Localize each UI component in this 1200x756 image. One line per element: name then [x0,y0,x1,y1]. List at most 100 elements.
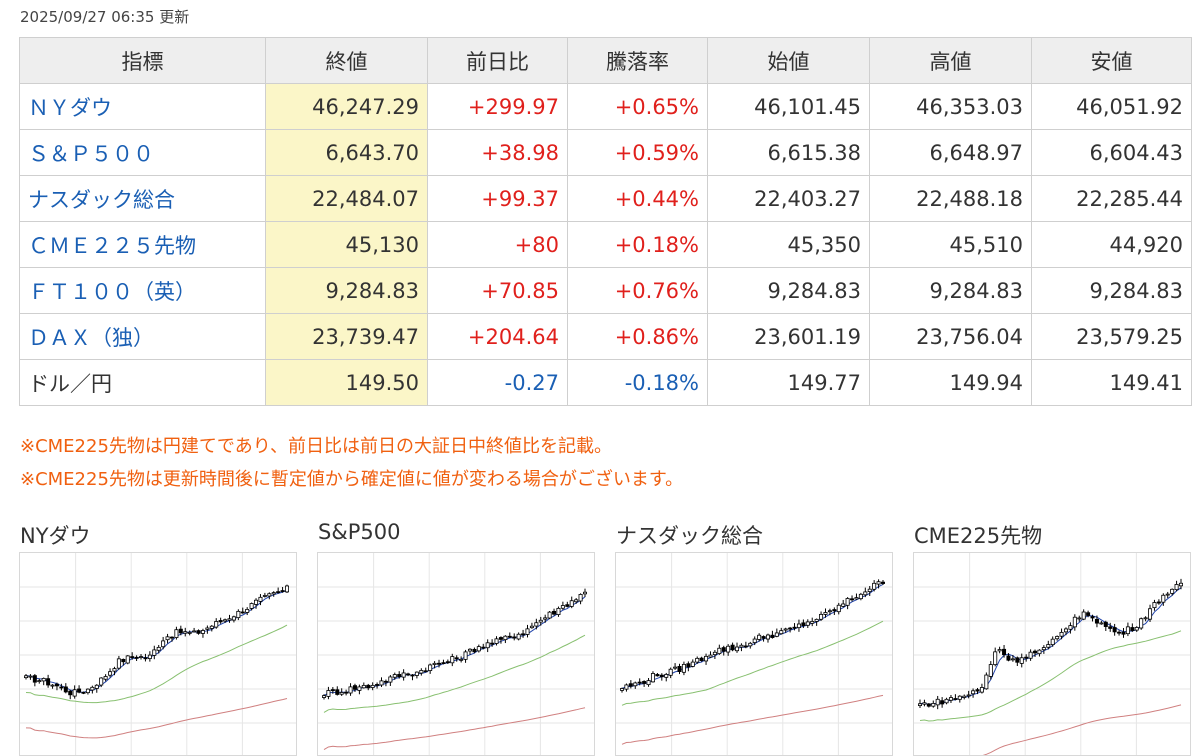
candle-body [1143,617,1148,620]
candle-body [814,618,819,622]
candle-body [845,598,850,606]
index-name-nasdaq[interactable]: ナスダック総合 [19,175,266,222]
candle-body [1024,656,1029,659]
market-index-table: 指標 終値 前日比 騰落率 始値 高値 安値 ＮＹダウ 46,247.29 +299… [19,37,1192,406]
candlestick-chart-nasdaq[interactable] [616,553,893,756]
chart-sp500[interactable] [317,552,595,756]
candle-body [32,675,37,683]
candlestick-chart-sp500[interactable] [318,553,595,756]
candle-body [432,662,437,665]
candle-body [108,671,113,676]
candle-body [650,673,655,683]
candle-body [147,654,152,659]
candle-body [134,656,139,659]
candle-body [392,674,397,678]
candle-body [205,627,210,630]
candle-body [543,617,548,620]
candle-body [953,698,958,700]
candle-body [556,607,561,615]
candle-body [1019,657,1024,664]
candle-body [463,651,468,660]
candle-body [77,688,82,693]
candle-body [379,680,384,686]
index-name-dax[interactable]: ＤＡＸ（独） [19,313,266,360]
candle-body [726,645,731,653]
index-name-sp500[interactable]: Ｓ＆Ｐ５００ [19,129,266,176]
chart-cme225[interactable] [913,552,1191,756]
candle-body [37,680,42,683]
candle-body [94,684,99,689]
candle-body [322,695,327,698]
candle-body [1108,626,1113,629]
moving-average-short [25,589,288,693]
candle-body [681,663,686,673]
candle-body [152,649,157,656]
candle-body [582,591,587,595]
close-value: 23,739.47 [265,313,428,360]
candle-body [931,703,936,707]
chart-nydow[interactable] [19,552,297,756]
candle-body [1068,625,1073,630]
open-value: 22,403.27 [707,175,870,222]
index-name-cme225[interactable]: ＣＭＥ２２５先物 [19,221,266,268]
candle-body [481,646,486,649]
index-name-usdjpy: ドル／円 [19,359,266,406]
chart-title-nydow: NYダウ [20,524,91,548]
moving-average-mid [323,634,586,713]
candle-body [50,684,55,687]
change-value: -0.27 [427,359,568,406]
candle-body [1063,628,1068,633]
candle-body [388,676,393,683]
change-pct-value: +0.18% [567,221,708,268]
candle-body [352,685,357,690]
candle-body [24,675,29,679]
candle-body [624,684,629,690]
candle-body [90,686,95,691]
candle-body [112,668,117,672]
high-value: 6,648.97 [869,129,1032,176]
table-row: ＦＴ１００（英） 9,284.83 +70.85 +0.76% 9,284.83 9,28… [19,267,1192,314]
candle-body [796,623,801,629]
candle-body [200,630,205,634]
candle-body [1055,636,1060,640]
candle-body [521,633,526,636]
candle-body [966,694,971,697]
close-value: 6,643.70 [265,129,428,176]
candle-body [957,695,962,700]
candle-body [699,657,704,662]
index-name-ft100[interactable]: ＦＴ１００（英） [19,267,266,314]
candle-body [428,664,433,671]
table-row: ＣＭＥ２２５先物 45,130 +80 +0.18% 45,350 45,510 44,92… [19,221,1192,268]
candle-body [836,604,841,613]
candle-body [231,616,236,621]
candle-body [801,622,806,627]
candle-body [832,609,837,612]
candle-body [668,668,673,676]
candle-body [476,646,481,652]
candle-body [1072,616,1077,628]
candle-body [704,655,709,662]
header-high: 高値 [869,37,1032,84]
candle-body [971,690,976,695]
candle-body [383,680,388,683]
candle-body [1103,621,1108,627]
change-pct-value: +0.76% [567,267,708,314]
high-value: 45,510 [869,221,1032,268]
table-row: ナスダック総合 22,484.07 +99.37 +0.44% 22,403.27 22,… [19,175,1192,222]
candle-body [1112,627,1117,633]
candle-body [406,673,411,676]
candle-body [695,657,700,663]
candlestick-chart-cme225[interactable] [914,553,1191,756]
candlestick-chart-nydow[interactable] [20,553,297,756]
moving-average-mid [25,624,288,704]
chart-nasdaq[interactable] [615,552,893,756]
candle-body [922,702,927,705]
candle-body [743,645,748,648]
close-value: 46,247.29 [265,83,428,130]
candle-body [673,666,678,669]
change-pct-value: +0.86% [567,313,708,360]
index-name-nydow[interactable]: ＮＹダウ [19,83,266,130]
candle-body [397,674,402,678]
candle-body [578,594,583,602]
candle-body [708,654,713,658]
